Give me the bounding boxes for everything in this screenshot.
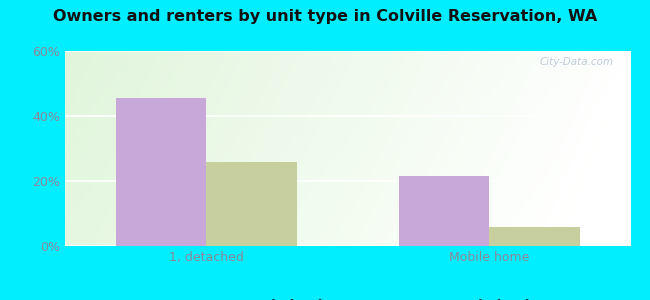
Text: Owners and renters by unit type in Colville Reservation, WA: Owners and renters by unit type in Colvi…: [53, 9, 597, 24]
Text: City-Data.com: City-Data.com: [540, 57, 614, 67]
Bar: [116, 98, 207, 246]
Bar: [398, 176, 489, 246]
Legend: Owner occupied units, Renter occupied units: Owner occupied units, Renter occupied un…: [148, 296, 547, 300]
Bar: [489, 226, 580, 246]
Bar: [207, 161, 297, 246]
